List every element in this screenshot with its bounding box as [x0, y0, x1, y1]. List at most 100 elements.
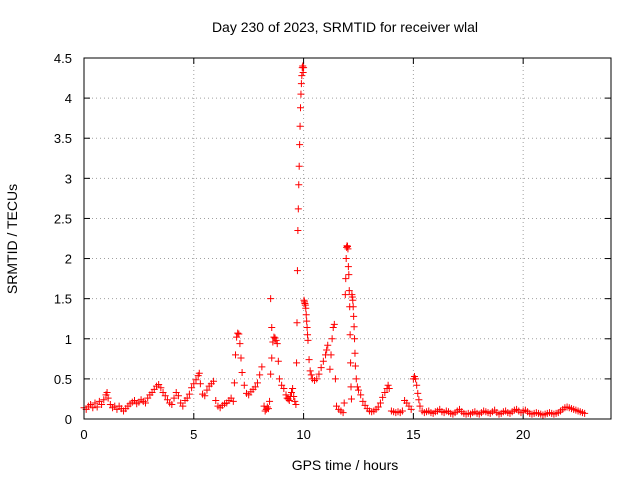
data-point [266, 397, 274, 405]
data-point [229, 397, 237, 405]
data-point [384, 381, 392, 389]
data-point [285, 397, 293, 405]
data-point [342, 275, 350, 283]
data-point [251, 383, 259, 391]
data-points [80, 62, 589, 419]
data-point [268, 324, 276, 332]
y-tick-label: 3.5 [54, 131, 72, 146]
data-point [326, 365, 334, 373]
data-point [292, 401, 300, 409]
data-point [345, 271, 353, 279]
data-point [293, 319, 301, 327]
data-point [350, 312, 358, 320]
data-point [161, 392, 169, 400]
data-point [317, 364, 325, 372]
data-point [340, 399, 348, 407]
data-point [398, 407, 406, 415]
data-point [407, 405, 415, 413]
y-tick-label: 2.5 [54, 211, 72, 226]
x-tick-label: 0 [80, 427, 87, 442]
data-point [201, 392, 209, 400]
data-point [192, 376, 200, 384]
data-point [93, 403, 101, 411]
data-point [302, 304, 310, 312]
data-point [297, 90, 305, 98]
x-tick-label: 15 [406, 427, 420, 442]
data-point [299, 62, 307, 70]
data-point [295, 162, 303, 170]
data-point [354, 386, 362, 394]
data-point [240, 381, 248, 389]
data-point [349, 296, 357, 304]
data-point [296, 141, 304, 149]
data-point [385, 385, 393, 393]
data-point [185, 390, 193, 398]
data-point [183, 394, 191, 402]
data-point [349, 303, 357, 311]
data-point [289, 385, 297, 393]
data-point [263, 403, 271, 411]
data-point [212, 397, 220, 405]
x-tick-label: 10 [296, 427, 310, 442]
data-point [303, 324, 311, 332]
data-point [416, 402, 424, 410]
data-point [353, 383, 361, 391]
data-point [253, 379, 261, 387]
data-point [104, 394, 112, 402]
data-point [210, 377, 218, 385]
data-point [330, 320, 338, 328]
data-point [300, 64, 308, 72]
data-point [232, 351, 240, 359]
data-point [174, 392, 182, 400]
data-point [294, 205, 302, 213]
data-point [293, 267, 301, 275]
y-tick-label: 4.5 [54, 51, 72, 66]
y-tick-label: 0 [65, 412, 72, 427]
data-point [359, 397, 367, 405]
data-point [91, 399, 99, 407]
data-point [342, 255, 350, 263]
data-point [581, 409, 589, 417]
data-point [272, 336, 280, 344]
axis-ticks: 0 0.5 1 1.5 2 2.5 3 3.5 4 4.5 0 5 10 15 20 [54, 51, 611, 442]
data-point [103, 389, 111, 397]
data-point [344, 263, 352, 271]
data-point [230, 379, 238, 387]
data-point [280, 385, 288, 393]
data-point [268, 354, 276, 362]
data-point [238, 368, 246, 376]
data-point [267, 295, 275, 303]
data-point [303, 317, 311, 325]
data-point [381, 389, 389, 397]
data-point [306, 367, 314, 375]
data-point [298, 72, 306, 80]
data-point [269, 338, 277, 346]
data-point [315, 370, 323, 378]
data-point [328, 335, 336, 343]
x-tick-label: 20 [516, 427, 530, 442]
data-point [98, 401, 106, 409]
data-point [415, 396, 423, 404]
data-point [288, 389, 296, 397]
data-point [341, 291, 349, 299]
y-tick-label: 0.5 [54, 372, 72, 387]
data-point [329, 324, 337, 332]
data-point [313, 375, 321, 383]
data-point [304, 336, 312, 344]
data-point [235, 330, 243, 338]
data-point [258, 363, 266, 371]
y-tick-label: 1 [65, 332, 72, 347]
y-axis-label: SRMTID / TECUs [4, 184, 20, 294]
y-tick-label: 3 [65, 171, 72, 186]
data-point [236, 340, 244, 348]
data-point [273, 340, 281, 348]
data-point [302, 311, 310, 319]
data-point [195, 369, 203, 377]
data-point [347, 383, 355, 391]
data-point [376, 399, 384, 407]
data-point [234, 329, 242, 337]
y-tick-label: 4 [65, 91, 72, 106]
data-point [274, 357, 282, 365]
data-point [291, 397, 299, 405]
